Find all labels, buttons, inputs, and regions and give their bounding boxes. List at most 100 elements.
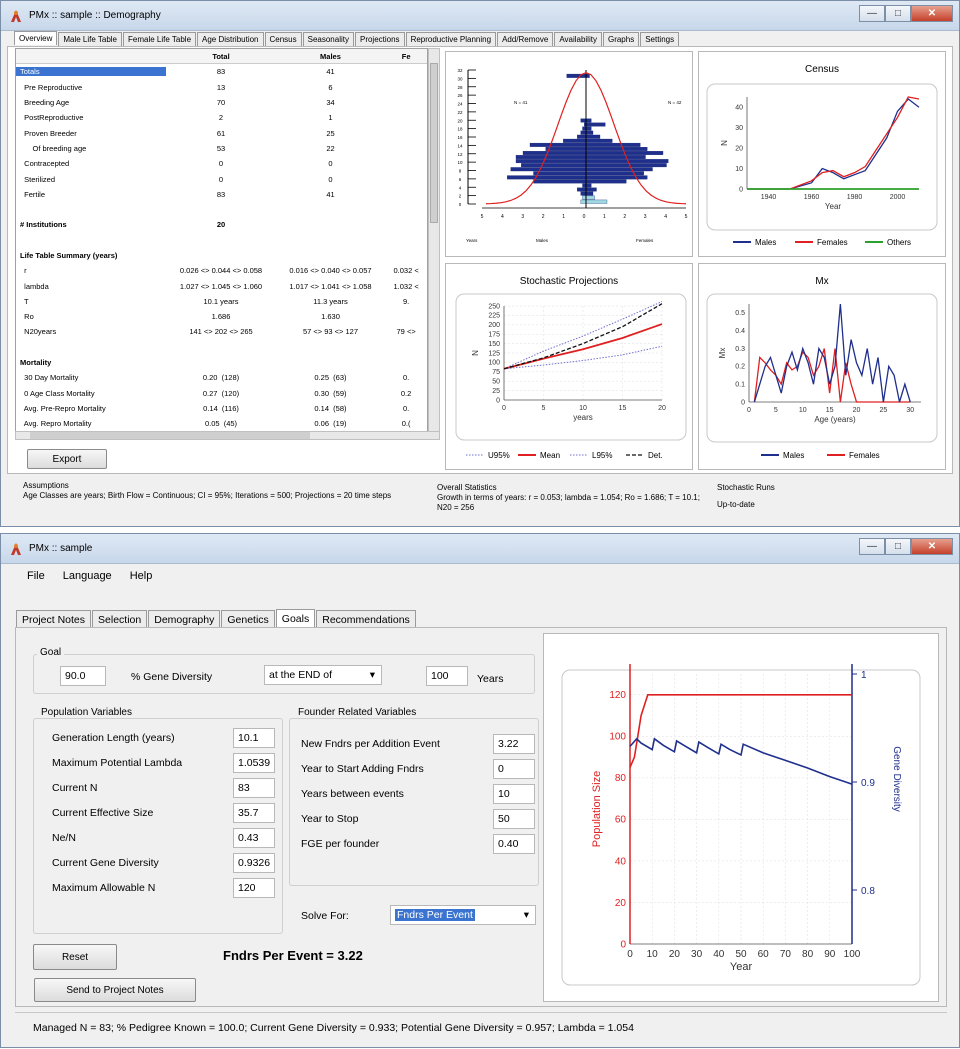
column-header[interactable]: Total: [212, 51, 230, 61]
solve-for-select[interactable]: Fndrs Per Event ▾: [390, 905, 536, 925]
menu-help[interactable]: Help: [129, 570, 153, 582]
stochastic-projections-panel: Stochastic Projections 0 25 50 75 100 125 150 17…: [445, 263, 693, 470]
table-row[interactable]: Avg. Repro Mortality 0.05 (45) 0.06 (19) 0.…: [16, 416, 427, 431]
menu-language[interactable]: Language: [62, 570, 112, 582]
table-row[interactable]: [16, 233, 427, 248]
chart-frame: [706, 83, 938, 231]
table-cell: 0.05 (45): [204, 419, 238, 429]
y-tick-label: 120: [609, 690, 626, 701]
table-row[interactable]: Ro 1.686 1.630: [16, 309, 427, 324]
table-row[interactable]: Totals 83 41: [16, 64, 427, 79]
goal-gene-diversity-input[interactable]: [60, 666, 106, 686]
table-cell: 0: [218, 159, 224, 169]
tab-goals[interactable]: Goals: [275, 609, 316, 628]
age-tick-label: 2: [459, 194, 462, 199]
goal-years-input[interactable]: [426, 666, 468, 686]
table-row[interactable]: # Institutions 20: [16, 217, 427, 232]
tab-availability[interactable]: Availability: [554, 32, 602, 46]
field-input[interactable]: [493, 834, 535, 854]
female-age-bar: [585, 138, 613, 143]
field-input[interactable]: [233, 853, 275, 873]
column-header[interactable]: Fe: [401, 51, 411, 61]
goal-timing-select[interactable]: at the END of ▾: [264, 665, 382, 685]
field-input[interactable]: [233, 878, 275, 898]
table-row[interactable]: Proven Breeder 61 25: [16, 125, 427, 140]
title-bar[interactable]: PMx :: sample — □ ✕: [1, 534, 959, 564]
export-button[interactable]: Export: [27, 449, 107, 469]
table-cell: 1.032 <: [393, 281, 419, 291]
female-age-bar: [585, 126, 592, 131]
female-age-bar: [585, 142, 641, 147]
table-row[interactable]: Of breeding age 53 22: [16, 141, 427, 156]
x-tick-label: 5: [542, 405, 546, 412]
table-row[interactable]: [16, 202, 427, 217]
table-row[interactable]: Contracepted 0 0: [16, 156, 427, 171]
table-row[interactable]: lambda 1.027 <> 1.045 <> 1.060 1.017 <> 1.…: [16, 278, 427, 293]
field-input[interactable]: [493, 809, 535, 829]
tab-genetics[interactable]: Genetics: [221, 610, 275, 629]
table-row[interactable]: T 10.1 years 11.3 years 9.: [16, 294, 427, 309]
tab-overview[interactable]: Overview: [14, 31, 58, 45]
table-horizontal-scrollbar[interactable]: [15, 431, 440, 440]
tab-recommendations[interactable]: Recommendations: [316, 610, 416, 629]
field-input[interactable]: [233, 728, 275, 748]
table-row[interactable]: Fertile 83 41: [16, 187, 427, 202]
field-input[interactable]: [233, 803, 275, 823]
minimize-icon[interactable]: —: [859, 5, 885, 22]
y-tick-label: 40: [735, 105, 743, 112]
tab-seasonality[interactable]: Seasonality: [302, 32, 354, 46]
maximize-icon[interactable]: □: [885, 5, 911, 22]
population-variables-title: Population Variables: [38, 707, 135, 718]
table-cell: 0.: [402, 403, 410, 413]
table-cell: 0: [218, 174, 224, 184]
tab-census[interactable]: Census: [264, 32, 302, 46]
column-header[interactable]: Males: [320, 51, 341, 61]
field-input[interactable]: [233, 828, 275, 848]
x-tick-label: 20: [853, 407, 861, 414]
tab-demography[interactable]: Demography: [148, 610, 221, 629]
field-input[interactable]: [493, 734, 535, 754]
close-icon[interactable]: ✕: [911, 538, 953, 555]
tab-age-distribution[interactable]: Age Distribution: [197, 32, 264, 46]
table-row[interactable]: Mortality: [16, 355, 427, 370]
title-bar[interactable]: PMx :: sample :: Demography — □ ✕: [1, 1, 959, 31]
tab-male-life-table[interactable]: Male Life Table: [58, 32, 123, 46]
tab-female-life-table[interactable]: Female Life Table: [123, 32, 197, 46]
table-row[interactable]: [16, 340, 427, 355]
y-axis-label: N: [720, 140, 729, 146]
maximize-icon[interactable]: □: [885, 538, 911, 555]
tab-settings[interactable]: Settings: [640, 32, 680, 46]
table-row[interactable]: Breeding Age 70 34: [16, 95, 427, 110]
table-row[interactable]: PostReproductive 2 1: [16, 110, 427, 125]
tab-projections[interactable]: Projections: [354, 32, 405, 46]
overview-table[interactable]: Total Males Fe Totals 83 41 Pre Reproductive 1…: [15, 48, 428, 436]
table-row[interactable]: Life Table Summary (years): [16, 248, 427, 263]
tab-project-notes[interactable]: Project Notes: [16, 610, 92, 629]
field-input[interactable]: [233, 778, 275, 798]
x-axis-label: Year: [825, 202, 842, 211]
field-input[interactable]: [233, 753, 275, 773]
field-label: Current N: [52, 782, 98, 794]
tab-selection[interactable]: Selection: [92, 610, 148, 629]
table-row[interactable]: Avg. Pre-Repro Mortality 0.14 (116) 0.14 (…: [16, 401, 427, 416]
table-cell: 0.14 (58): [314, 403, 347, 413]
tab-reproductive-planning[interactable]: Reproductive Planning: [405, 32, 497, 46]
close-icon[interactable]: ✕: [911, 5, 953, 22]
table-vertical-scrollbar[interactable]: [428, 48, 440, 436]
minimize-icon[interactable]: —: [859, 538, 885, 555]
pyramid-stable-age-curve: [485, 72, 687, 205]
table-cell: 30 Day Mortality: [20, 373, 79, 383]
tab-graphs[interactable]: Graphs: [602, 32, 640, 46]
table-row[interactable]: r 0.026 <> 0.044 <> 0.058 0.016 <> 0.040 <…: [16, 263, 427, 278]
table-row[interactable]: 0 Age Class Mortality 0.27 (120) 0.30 (59)…: [16, 386, 427, 401]
table-row[interactable]: Sterilized 0 0: [16, 171, 427, 186]
field-input[interactable]: [493, 759, 535, 779]
menu-file[interactable]: File: [27, 570, 45, 582]
send-to-project-notes-button[interactable]: Send to Project Notes: [34, 978, 196, 1002]
table-row[interactable]: 30 Day Mortality 0.20 (128) 0.25 (63) 0.: [16, 370, 427, 385]
table-row[interactable]: Pre Reproductive 13 6: [16, 80, 427, 95]
table-row[interactable]: N20years 141 <> 202 <> 265 57 <> 93 <> 127…: [16, 324, 427, 339]
field-input[interactable]: [493, 784, 535, 804]
reset-button[interactable]: Reset: [33, 944, 117, 970]
tab-add-remove[interactable]: Add/Remove: [497, 32, 554, 46]
